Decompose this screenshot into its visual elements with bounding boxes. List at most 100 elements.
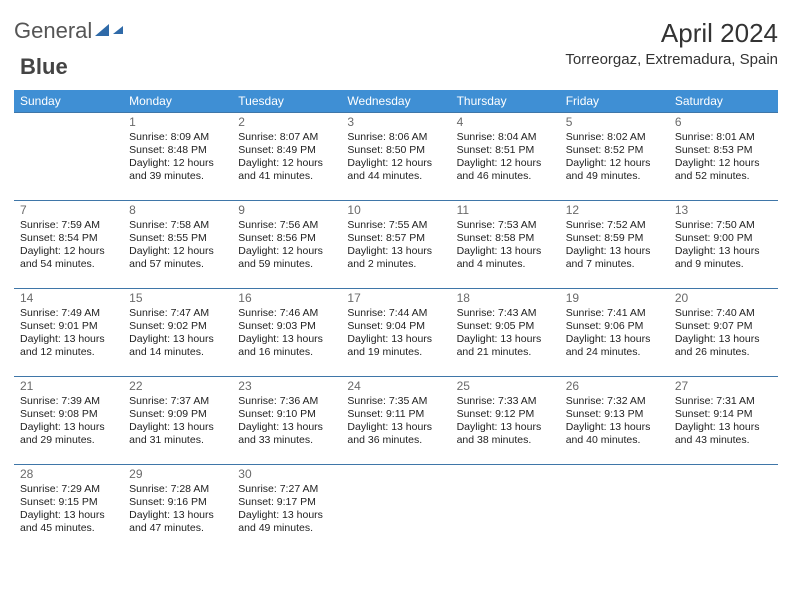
day-number: 30 [238,467,335,482]
calendar-cell: 21Sunrise: 7:39 AMSunset: 9:08 PMDayligh… [14,377,123,465]
col-fri: Friday [560,90,669,113]
sunrise-text: Sunrise: 7:58 AM [129,219,226,232]
calendar-cell: 4Sunrise: 8:04 AMSunset: 8:51 PMDaylight… [451,113,560,201]
calendar-cell: 2Sunrise: 8:07 AMSunset: 8:49 PMDaylight… [232,113,341,201]
day-number: 20 [675,291,772,306]
sunset-text: Sunset: 9:00 PM [675,232,772,245]
sunrise-text: Sunrise: 8:07 AM [238,131,335,144]
sunrise-text: Sunrise: 7:59 AM [20,219,117,232]
day-number: 12 [566,203,663,218]
sunset-text: Sunset: 8:56 PM [238,232,335,245]
day-number: 7 [20,203,117,218]
sunset-text: Sunset: 9:02 PM [129,320,226,333]
calendar-row: 28Sunrise: 7:29 AMSunset: 9:15 PMDayligh… [14,465,778,553]
sunset-text: Sunset: 8:53 PM [675,144,772,157]
day-number: 26 [566,379,663,394]
day-number: 28 [20,467,117,482]
daylight-text: Daylight: 13 hours and 19 minutes. [347,333,444,359]
day-number: 4 [457,115,554,130]
daylight-text: Daylight: 13 hours and 24 minutes. [566,333,663,359]
daylight-text: Daylight: 13 hours and 14 minutes. [129,333,226,359]
daylight-text: Daylight: 12 hours and 49 minutes. [566,157,663,183]
sunset-text: Sunset: 9:12 PM [457,408,554,421]
sunrise-text: Sunrise: 7:32 AM [566,395,663,408]
sunrise-text: Sunrise: 8:06 AM [347,131,444,144]
month-title: April 2024 [565,18,778,49]
col-tue: Tuesday [232,90,341,113]
calendar-cell: 25Sunrise: 7:33 AMSunset: 9:12 PMDayligh… [451,377,560,465]
calendar-cell: 8Sunrise: 7:58 AMSunset: 8:55 PMDaylight… [123,201,232,289]
day-number: 2 [238,115,335,130]
calendar-cell: 16Sunrise: 7:46 AMSunset: 9:03 PMDayligh… [232,289,341,377]
logo: General [14,18,125,44]
day-number: 19 [566,291,663,306]
sunrise-text: Sunrise: 7:31 AM [675,395,772,408]
calendar-cell: 18Sunrise: 7:43 AMSunset: 9:05 PMDayligh… [451,289,560,377]
calendar-cell: 15Sunrise: 7:47 AMSunset: 9:02 PMDayligh… [123,289,232,377]
calendar-cell: 19Sunrise: 7:41 AMSunset: 9:06 PMDayligh… [560,289,669,377]
calendar-cell: 12Sunrise: 7:52 AMSunset: 8:59 PMDayligh… [560,201,669,289]
calendar-cell: 11Sunrise: 7:53 AMSunset: 8:58 PMDayligh… [451,201,560,289]
sunrise-text: Sunrise: 8:04 AM [457,131,554,144]
daylight-text: Daylight: 12 hours and 46 minutes. [457,157,554,183]
location-text: Torreorgaz, Extremadura, Spain [565,51,778,68]
calendar-cell [14,113,123,201]
sunrise-text: Sunrise: 7:56 AM [238,219,335,232]
calendar-cell: 1Sunrise: 8:09 AMSunset: 8:48 PMDaylight… [123,113,232,201]
day-number: 25 [457,379,554,394]
day-number: 27 [675,379,772,394]
sunset-text: Sunset: 9:07 PM [675,320,772,333]
sunset-text: Sunset: 9:01 PM [20,320,117,333]
sunset-text: Sunset: 8:59 PM [566,232,663,245]
sunrise-text: Sunrise: 7:43 AM [457,307,554,320]
daylight-text: Daylight: 13 hours and 33 minutes. [238,421,335,447]
day-number: 6 [675,115,772,130]
sunset-text: Sunset: 9:13 PM [566,408,663,421]
calendar-body: 1Sunrise: 8:09 AMSunset: 8:48 PMDaylight… [14,113,778,553]
sunset-text: Sunset: 9:17 PM [238,496,335,509]
calendar-row: 21Sunrise: 7:39 AMSunset: 9:08 PMDayligh… [14,377,778,465]
day-number: 9 [238,203,335,218]
calendar-cell: 30Sunrise: 7:27 AMSunset: 9:17 PMDayligh… [232,465,341,553]
calendar-cell: 6Sunrise: 8:01 AMSunset: 8:53 PMDaylight… [669,113,778,201]
sunrise-text: Sunrise: 7:36 AM [238,395,335,408]
calendar-cell: 28Sunrise: 7:29 AMSunset: 9:15 PMDayligh… [14,465,123,553]
sunrise-text: Sunrise: 8:01 AM [675,131,772,144]
sunset-text: Sunset: 8:55 PM [129,232,226,245]
day-number: 17 [347,291,444,306]
day-number: 18 [457,291,554,306]
sunrise-text: Sunrise: 7:27 AM [238,483,335,496]
sunrise-text: Sunrise: 7:47 AM [129,307,226,320]
day-number: 15 [129,291,226,306]
daylight-text: Daylight: 13 hours and 47 minutes. [129,509,226,535]
calendar-cell: 24Sunrise: 7:35 AMSunset: 9:11 PMDayligh… [341,377,450,465]
sunrise-text: Sunrise: 8:02 AM [566,131,663,144]
day-number: 14 [20,291,117,306]
daylight-text: Daylight: 13 hours and 31 minutes. [129,421,226,447]
sunset-text: Sunset: 8:52 PM [566,144,663,157]
sunset-text: Sunset: 9:10 PM [238,408,335,421]
calendar-cell: 14Sunrise: 7:49 AMSunset: 9:01 PMDayligh… [14,289,123,377]
sunrise-text: Sunrise: 7:35 AM [347,395,444,408]
calendar-cell [451,465,560,553]
daylight-text: Daylight: 12 hours and 59 minutes. [238,245,335,271]
sunset-text: Sunset: 9:06 PM [566,320,663,333]
calendar-cell: 20Sunrise: 7:40 AMSunset: 9:07 PMDayligh… [669,289,778,377]
sunset-text: Sunset: 8:51 PM [457,144,554,157]
sunset-text: Sunset: 9:08 PM [20,408,117,421]
calendar-cell: 29Sunrise: 7:28 AMSunset: 9:16 PMDayligh… [123,465,232,553]
sunrise-text: Sunrise: 7:55 AM [347,219,444,232]
calendar-cell: 27Sunrise: 7:31 AMSunset: 9:14 PMDayligh… [669,377,778,465]
day-number: 11 [457,203,554,218]
daylight-text: Daylight: 13 hours and 12 minutes. [20,333,117,359]
daylight-text: Daylight: 13 hours and 38 minutes. [457,421,554,447]
logo-triangle-icon [95,24,109,36]
day-number: 13 [675,203,772,218]
day-number: 21 [20,379,117,394]
day-number: 1 [129,115,226,130]
sunset-text: Sunset: 8:49 PM [238,144,335,157]
daylight-text: Daylight: 12 hours and 54 minutes. [20,245,117,271]
daylight-text: Daylight: 13 hours and 29 minutes. [20,421,117,447]
calendar-row: 14Sunrise: 7:49 AMSunset: 9:01 PMDayligh… [14,289,778,377]
sunrise-text: Sunrise: 7:52 AM [566,219,663,232]
